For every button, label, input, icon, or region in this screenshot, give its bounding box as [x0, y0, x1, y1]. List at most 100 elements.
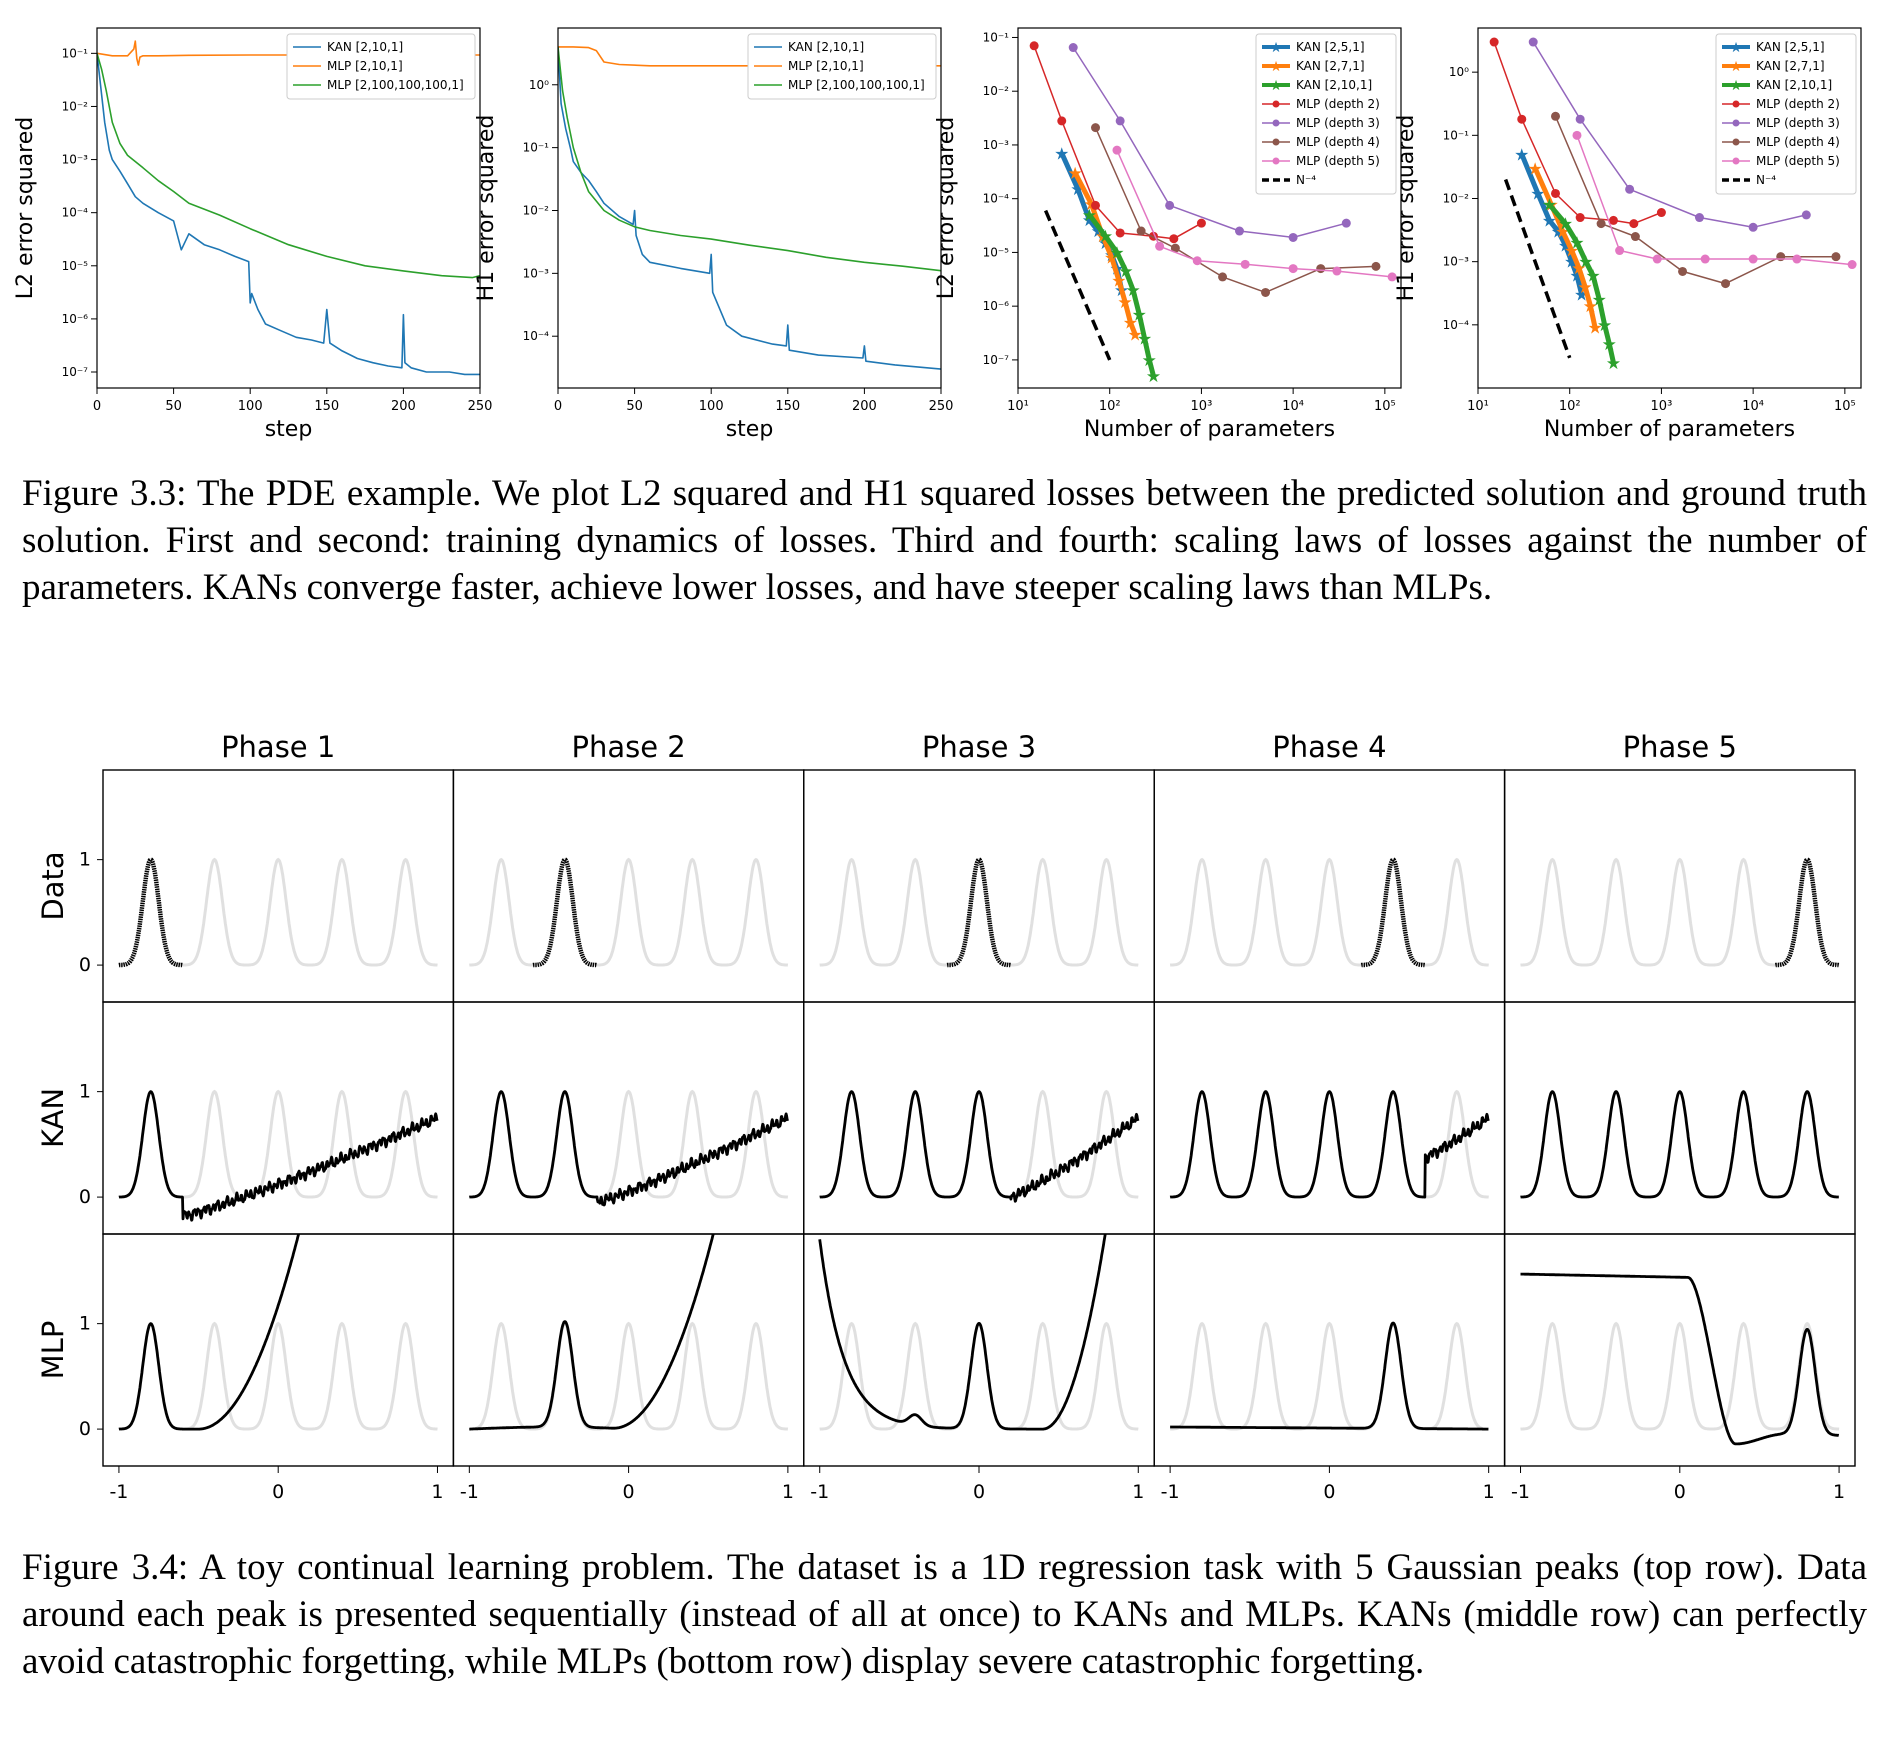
all-peaks-curve — [819, 1321, 1139, 1431]
legend-label: KAN [2,5,1] — [1756, 40, 1825, 54]
series-group: ★★★★★★★★★★★★★★★★★★★★★★★★★ — [1029, 41, 1397, 387]
legend-label: KAN [2,10,1] — [1296, 78, 1372, 92]
legend-marker — [1272, 157, 1280, 165]
y-axis-label: L2 error squared — [934, 117, 959, 299]
star-kan-2-10-1: ★ — [1585, 267, 1600, 287]
x-tick-label: 1 — [1833, 1481, 1845, 1503]
point-mlp-depth-5 — [1240, 259, 1250, 269]
star-kan-2-10-1: ★ — [1082, 206, 1097, 226]
cell-kan-5 — [1503, 1001, 1856, 1235]
kan-prediction — [117, 1090, 439, 1222]
x-tick-label: 150 — [775, 399, 800, 414]
legend-label: MLP (depth 3) — [1296, 116, 1380, 130]
point-mlp-depth-4 — [1678, 266, 1688, 276]
y-tick-label: 10⁻⁴ — [62, 206, 89, 220]
all-peaks-curve — [118, 857, 438, 967]
legend-marker — [1272, 100, 1280, 108]
data-points — [532, 857, 597, 968]
point-mlp-depth-5 — [1792, 254, 1802, 264]
legend-marker: ★ — [1730, 59, 1743, 75]
legend-marker: ★ — [1270, 40, 1283, 56]
figure-3-4-caption: Figure 3.4: A toy continual learning pro… — [22, 1547, 1867, 1682]
y-tick-label: 10⁻¹ — [523, 141, 550, 155]
x-tick-label: 250 — [468, 399, 493, 414]
column-title: Phase 5 — [1623, 730, 1737, 764]
x-tick-label: 0 — [1674, 1481, 1686, 1503]
x-tick-label: 1 — [1483, 1481, 1495, 1503]
x-tick-label: -1 — [810, 1481, 829, 1503]
star-kan-2-7-1: ★ — [1123, 313, 1138, 333]
data-points — [1774, 857, 1840, 968]
cell-kan-1 — [102, 1001, 455, 1235]
y-tick-label: 10⁻⁵ — [62, 259, 89, 273]
x-tick-label: 0 — [623, 1481, 635, 1503]
data-points — [118, 857, 183, 968]
y-tick-label: 10⁻¹ — [62, 46, 89, 60]
legend-marker — [1272, 138, 1280, 146]
plot-frame — [1477, 27, 1862, 389]
point-mlp-depth-4 — [1136, 226, 1146, 236]
point-mlp-depth-2 — [1115, 228, 1125, 238]
point-mlp-depth-4 — [1316, 264, 1326, 274]
y-tick-label: 1 — [79, 1313, 91, 1335]
plot-frame — [1017, 27, 1402, 389]
plot-frame — [96, 27, 481, 389]
star-kan-2-7-1: ★ — [1571, 259, 1586, 279]
point-mlp-depth-5 — [1288, 264, 1298, 274]
star-kan-2-10-1: ★ — [1569, 234, 1584, 254]
x-tick-label: 150 — [314, 399, 339, 414]
x-tick-label: 10³ — [1191, 399, 1213, 414]
kan-prediction — [1169, 1090, 1490, 1199]
series-mlp-2-100-100-100-1 — [97, 53, 480, 279]
y-tick-label: 10⁻⁷ — [62, 365, 89, 379]
point-mlp-depth-4 — [1596, 219, 1606, 229]
series-mlp-2-100-100-100-1 — [558, 46, 941, 272]
kan-prediction — [1519, 1090, 1840, 1199]
point-mlp-depth-4 — [1218, 272, 1228, 282]
legend-label: N⁻⁴ — [1756, 173, 1776, 187]
star-kan-2-10-1: ★ — [1542, 196, 1557, 216]
point-mlp-depth-4 — [1261, 287, 1271, 297]
point-mlp-depth-5 — [1192, 256, 1202, 266]
series-kan-2-5-1 — [1519, 153, 1585, 296]
x-tick-label: 100 — [238, 399, 263, 414]
point-mlp-depth-5 — [1700, 254, 1710, 264]
star-kan-2-7-1: ★ — [1117, 293, 1132, 313]
star-kan-2-10-1: ★ — [1142, 351, 1157, 371]
legend: ★ KAN [2,5,1] ★ KAN [2,7,1] ★ KAN [2,10,1] MLP… — [1715, 33, 1857, 195]
cell-mlp-5: -1 0 1 — [1503, 1233, 1856, 1503]
point-mlp-depth-3 — [1165, 200, 1175, 210]
y-tick-label: 10⁻³ — [523, 266, 550, 280]
x-tick-label: 10⁴ — [1742, 399, 1764, 414]
star-kan-2-10-1: ★ — [1597, 316, 1612, 336]
y-tick-label: 10⁻³ — [1443, 255, 1470, 269]
mlp-prediction — [1519, 1272, 1840, 1446]
legend-marker — [1732, 157, 1740, 165]
star-kan-2-5-1: ★ — [1514, 145, 1529, 165]
x-axis-label: step — [265, 417, 313, 442]
x-tick-label: 10¹ — [1007, 399, 1029, 414]
all-peaks-curve — [1520, 1321, 1840, 1431]
all-peaks-curve — [819, 857, 1139, 967]
legend-label: MLP (depth 4) — [1296, 135, 1380, 149]
star-kan-2-7-1: ★ — [1587, 319, 1602, 339]
y-tick-label: 10⁻⁴ — [523, 329, 550, 343]
star-kan-2-7-1: ★ — [1111, 272, 1126, 292]
series-n — [1043, 209, 1112, 361]
series-mlp-depth-3 — [1072, 47, 1347, 239]
mlp-prediction — [468, 1234, 715, 1431]
point-mlp-depth-5 — [1155, 241, 1165, 251]
y-tick-label: 0 — [79, 954, 91, 976]
series-mlp-depth-3 — [1532, 41, 1807, 229]
x-tick-label: 10⁴ — [1282, 399, 1304, 414]
legend-box — [1255, 33, 1397, 195]
series-group: ★★★★★★★★★★★★★★★★★★★★★★★★★ — [1489, 37, 1857, 374]
star-kan-2-10-1: ★ — [1558, 215, 1573, 235]
legend-label: MLP (depth 2) — [1296, 97, 1380, 111]
star-kan-2-5-1: ★ — [1530, 184, 1545, 204]
legend-box — [747, 33, 937, 100]
point-mlp-depth-3 — [1234, 226, 1244, 236]
point-mlp-depth-3 — [1801, 210, 1811, 220]
point-mlp-depth-3 — [1748, 222, 1758, 232]
mlp-prediction — [1169, 1321, 1490, 1431]
